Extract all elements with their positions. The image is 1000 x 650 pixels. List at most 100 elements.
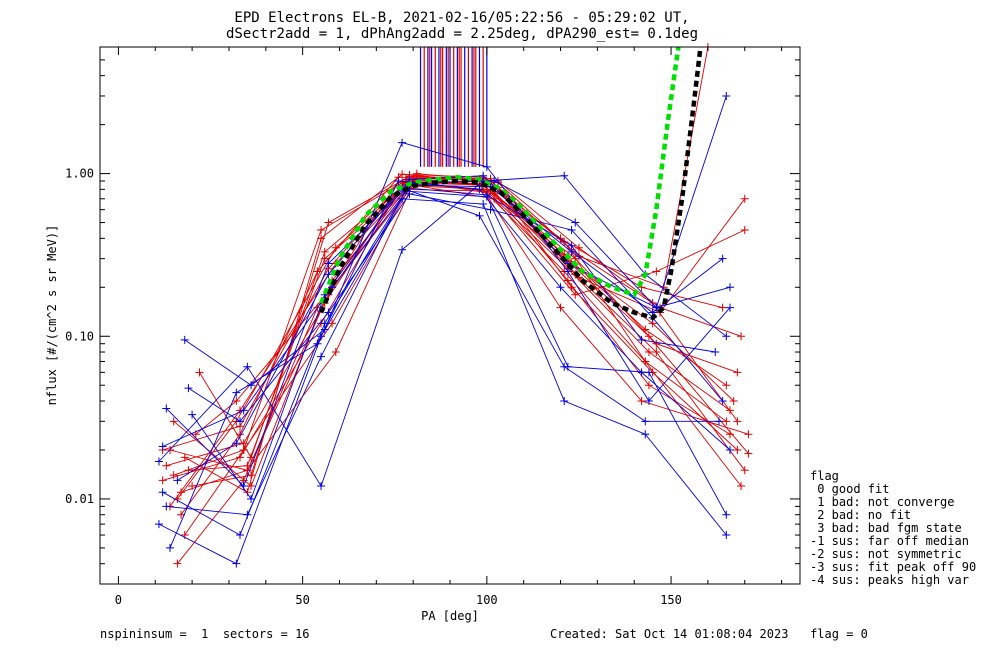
data-point bbox=[644, 396, 653, 405]
data-point bbox=[247, 381, 256, 390]
y-tick-label: 0.01 bbox=[65, 492, 94, 506]
data-point bbox=[740, 466, 749, 475]
x-tick-label: 50 bbox=[295, 593, 309, 607]
data-point bbox=[243, 488, 252, 497]
data-point bbox=[247, 494, 256, 503]
data-point bbox=[560, 362, 569, 371]
data-point bbox=[317, 352, 326, 361]
data-point bbox=[398, 138, 407, 147]
data-point bbox=[722, 417, 731, 426]
y-axis-label: nflux [#/(cm^2 s sr MeV)] bbox=[45, 225, 59, 406]
data-point bbox=[482, 162, 491, 171]
data-point bbox=[644, 332, 653, 341]
chart-title: EPD Electrons EL-B, 2021-02-16/05:22:56 … bbox=[234, 10, 689, 26]
axis-layer: 0 50 100 150 0.01 0.10 1.00 bbox=[65, 46, 800, 607]
data-point bbox=[188, 410, 197, 419]
legend-item: 1 bad: not converge bbox=[810, 495, 955, 509]
series-line bbox=[177, 187, 716, 481]
data-point bbox=[563, 276, 572, 285]
data-point bbox=[641, 325, 650, 334]
data-point bbox=[479, 171, 488, 180]
data-point bbox=[556, 283, 565, 292]
data-point bbox=[729, 396, 738, 405]
data-point bbox=[567, 226, 576, 235]
data-point bbox=[232, 439, 241, 448]
fit-curve-black bbox=[319, 46, 703, 321]
data-point bbox=[726, 445, 734, 454]
data-point bbox=[475, 185, 484, 194]
data-point bbox=[169, 471, 178, 480]
data-point bbox=[236, 531, 244, 540]
data-point bbox=[722, 531, 731, 540]
series-line bbox=[188, 193, 723, 422]
data-point bbox=[641, 417, 650, 426]
data-point bbox=[405, 189, 414, 198]
data-point bbox=[324, 259, 333, 268]
data-point bbox=[726, 283, 734, 292]
series-line bbox=[158, 175, 727, 488]
data-point bbox=[177, 488, 186, 497]
x-tick-label: 100 bbox=[476, 593, 498, 607]
data-point bbox=[637, 368, 646, 377]
data-point bbox=[486, 205, 495, 214]
data-layer bbox=[154, 43, 753, 568]
data-point bbox=[324, 308, 333, 317]
fit-curve-green bbox=[319, 46, 681, 304]
series-line bbox=[192, 176, 738, 487]
data-point bbox=[195, 368, 204, 377]
data-point bbox=[571, 218, 580, 227]
series-line bbox=[162, 184, 727, 481]
series-line bbox=[180, 176, 723, 515]
series-line bbox=[180, 46, 709, 493]
data-point bbox=[711, 348, 720, 357]
data-point bbox=[247, 453, 256, 462]
data-point bbox=[166, 543, 174, 552]
data-point bbox=[722, 381, 731, 390]
series-line bbox=[162, 95, 727, 447]
data-point bbox=[180, 453, 189, 462]
data-point bbox=[637, 335, 646, 344]
data-point bbox=[475, 211, 484, 220]
data-point bbox=[744, 449, 753, 458]
legend-item: 2 bad: no fit bbox=[810, 508, 912, 522]
data-point bbox=[412, 171, 421, 180]
data-point bbox=[239, 445, 248, 454]
data-point bbox=[180, 531, 189, 540]
data-point bbox=[180, 335, 189, 344]
data-point bbox=[718, 396, 727, 405]
data-point bbox=[637, 396, 646, 405]
data-point bbox=[740, 194, 749, 203]
y-tick-label: 0.10 bbox=[65, 329, 94, 343]
legend-item: -3 sus: fit peak off 90 bbox=[810, 560, 977, 574]
data-point bbox=[479, 200, 488, 209]
data-point bbox=[236, 417, 244, 426]
x-tick-label: 150 bbox=[660, 593, 682, 607]
data-point bbox=[652, 339, 661, 348]
data-point bbox=[718, 303, 727, 312]
data-point bbox=[169, 417, 178, 426]
data-point bbox=[324, 218, 333, 227]
x-tick-label: 0 bbox=[115, 593, 122, 607]
data-point bbox=[320, 247, 329, 256]
data-point bbox=[398, 170, 407, 179]
data-point bbox=[644, 368, 653, 377]
data-point bbox=[652, 303, 661, 312]
data-point bbox=[317, 482, 326, 491]
data-point bbox=[563, 267, 572, 276]
legend-items: 0 good fit 1 bad: not converge 2 bad: no… bbox=[810, 483, 976, 587]
x-axis-label: PA [deg] bbox=[421, 609, 479, 623]
series-line bbox=[166, 188, 719, 516]
data-point bbox=[722, 91, 731, 100]
data-point bbox=[162, 404, 171, 413]
data-point bbox=[644, 348, 653, 357]
footer-left: nspininsum = 1 sectors = 16 bbox=[100, 627, 310, 641]
data-point bbox=[652, 267, 661, 276]
legend-item: 0 good fit bbox=[810, 482, 890, 496]
data-point bbox=[490, 177, 499, 186]
data-point bbox=[247, 471, 256, 480]
data-point bbox=[158, 476, 167, 485]
data-point bbox=[232, 396, 241, 405]
data-point bbox=[158, 488, 167, 497]
data-point bbox=[482, 190, 491, 199]
data-point bbox=[247, 482, 256, 491]
